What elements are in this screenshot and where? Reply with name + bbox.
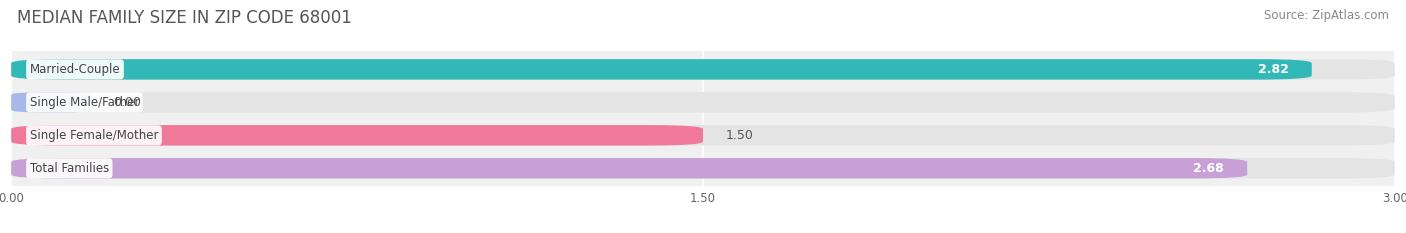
- FancyBboxPatch shape: [11, 92, 94, 113]
- FancyBboxPatch shape: [11, 59, 1395, 80]
- FancyBboxPatch shape: [11, 125, 1395, 146]
- Text: 1.50: 1.50: [725, 129, 754, 142]
- Text: Married-Couple: Married-Couple: [30, 63, 121, 76]
- FancyBboxPatch shape: [11, 92, 1395, 113]
- FancyBboxPatch shape: [11, 125, 703, 146]
- Text: MEDIAN FAMILY SIZE IN ZIP CODE 68001: MEDIAN FAMILY SIZE IN ZIP CODE 68001: [17, 9, 352, 27]
- Text: Total Families: Total Families: [30, 162, 108, 175]
- Text: 2.68: 2.68: [1194, 162, 1225, 175]
- Text: 0.00: 0.00: [112, 96, 141, 109]
- FancyBboxPatch shape: [11, 59, 1312, 80]
- Text: Single Female/Mother: Single Female/Mother: [30, 129, 159, 142]
- Text: 2.82: 2.82: [1258, 63, 1289, 76]
- Text: Source: ZipAtlas.com: Source: ZipAtlas.com: [1264, 9, 1389, 22]
- Text: Single Male/Father: Single Male/Father: [30, 96, 139, 109]
- FancyBboxPatch shape: [11, 158, 1395, 178]
- FancyBboxPatch shape: [11, 158, 1247, 178]
